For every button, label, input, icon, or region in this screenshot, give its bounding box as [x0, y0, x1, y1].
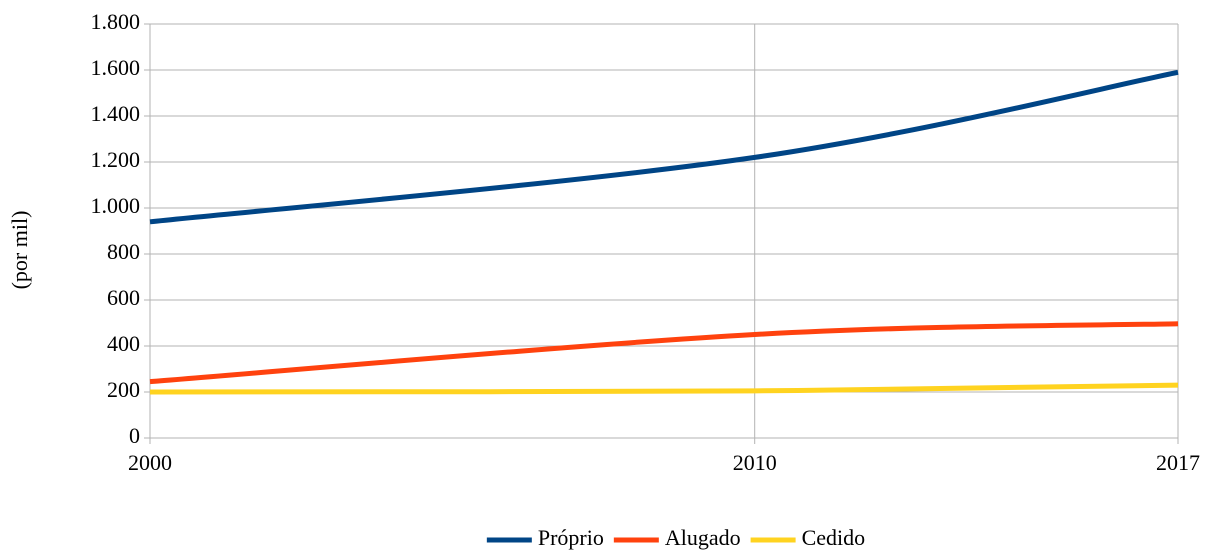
- y-tick-label: 200: [107, 377, 140, 402]
- y-axis-label: (por mil): [7, 211, 32, 290]
- y-tick-label: 1.000: [91, 193, 141, 218]
- x-tick-label: 2010: [733, 450, 777, 475]
- y-tick-label: 1.600: [91, 55, 141, 80]
- y-tick-label: 600: [107, 285, 140, 310]
- legend-label: Alugado: [665, 525, 741, 550]
- y-tick-label: 1.800: [91, 9, 141, 34]
- x-tick-label: 2000: [128, 450, 172, 475]
- legend-label: Cedido: [802, 525, 866, 550]
- y-tick-label: 1.400: [91, 101, 141, 126]
- line: [149, 69, 1179, 225]
- y-tick-label: 800: [107, 239, 140, 264]
- y-tick-label: 1.200: [91, 147, 141, 172]
- line: [149, 382, 1179, 395]
- line: [149, 321, 1179, 385]
- x-tick-label: 2017: [1156, 450, 1200, 475]
- y-tick-label: 0: [129, 423, 140, 448]
- legend-label: Próprio: [538, 525, 604, 550]
- y-tick-label: 400: [107, 331, 140, 356]
